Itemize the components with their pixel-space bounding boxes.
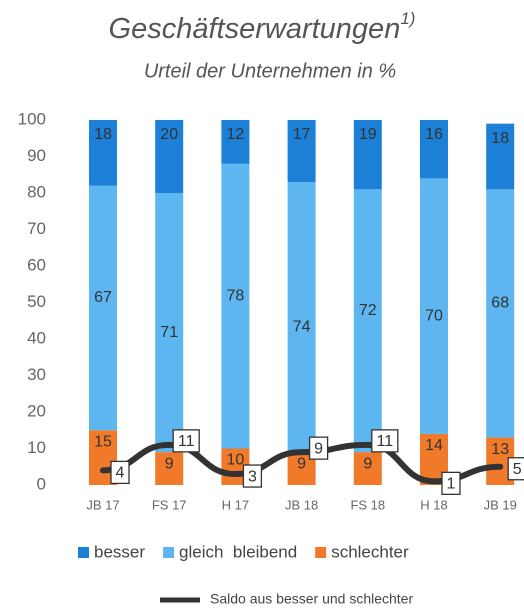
y-tick-label: 60 [27, 255, 46, 274]
bar-segment [486, 189, 515, 438]
value-label: 9 [363, 455, 372, 472]
value-box [308, 436, 329, 460]
x-tick-label: FS 17 [152, 497, 187, 512]
legend-swatch [163, 547, 175, 558]
bar-segment [89, 185, 117, 431]
legend-label: Saldo aus besser und schlechter [210, 591, 413, 607]
bar-segment [89, 120, 117, 186]
chart-title: Geschäftserwartungen1) [109, 9, 416, 44]
value-label: 13 [491, 441, 509, 458]
value-label: 9 [165, 455, 174, 472]
value-label: 78 [227, 287, 245, 304]
line-value-label: 1 [447, 476, 456, 493]
bar-segment [287, 182, 316, 453]
y-tick-label: 30 [27, 365, 46, 384]
bar-segment [353, 452, 382, 485]
value-label: 18 [491, 130, 509, 147]
line-value-label: 5 [513, 461, 522, 478]
value-label: 18 [94, 126, 112, 143]
legend-swatch [315, 547, 327, 558]
value-box [242, 464, 263, 488]
bar-segment [486, 123, 515, 190]
legend-swatch [78, 547, 89, 558]
bar-segment [420, 120, 448, 179]
line-value-label: 11 [178, 433, 195, 450]
legend-label: besser [94, 542, 145, 561]
bar-segment [353, 120, 382, 190]
legend-label: schlechter [331, 542, 409, 561]
value-label: 12 [227, 126, 245, 143]
value-label: 71 [160, 324, 178, 341]
value-label: 70 [425, 307, 443, 324]
value-label: 10 [227, 452, 245, 469]
legend-label: gleich bleibend [179, 542, 297, 561]
value-label: 67 [94, 289, 112, 306]
line-series [100, 441, 504, 485]
x-tick-label: H 17 [222, 497, 249, 512]
x-tick-label: JB 19 [484, 497, 517, 512]
title-footnote: 1) [400, 9, 415, 28]
x-tick-label: JB 17 [86, 497, 119, 512]
line-value-label: 3 [248, 468, 257, 485]
value-label: 72 [359, 302, 377, 319]
x-tick-label: JB 18 [285, 497, 318, 512]
value-label: 14 [425, 437, 443, 454]
y-tick-label: 10 [27, 438, 46, 457]
x-tick-label: FS 18 [350, 497, 385, 512]
bar-segment [155, 120, 184, 193]
y-tick-label: 90 [27, 146, 46, 165]
value-box [507, 457, 524, 481]
y-tick-label: 100 [18, 109, 46, 128]
x-tick-label: H 18 [420, 497, 447, 512]
bar-segment [221, 163, 250, 449]
title-text: Geschäftserwartungen [109, 13, 401, 45]
value-label: 17 [293, 126, 311, 143]
line-value-label: 9 [314, 440, 323, 457]
y-tick-label: 20 [27, 401, 46, 420]
value-box [172, 429, 200, 453]
value-label: 19 [359, 126, 377, 143]
value-label: 68 [491, 295, 509, 312]
value-label: 20 [160, 126, 178, 143]
value-label: 9 [297, 455, 306, 472]
bar-segment [155, 452, 184, 485]
y-tick-label: 80 [27, 182, 46, 201]
value-label: 16 [425, 126, 443, 143]
bar-segment [221, 120, 250, 164]
y-tick-label: 0 [37, 474, 46, 493]
value-label: 15 [94, 433, 112, 450]
value-box [441, 471, 461, 496]
value-box [371, 429, 399, 453]
bar-segment [420, 178, 448, 434]
bar-segment [155, 193, 184, 453]
y-tick-label: 50 [27, 292, 46, 311]
value-label: 74 [293, 318, 311, 335]
value-box [110, 460, 130, 485]
y-tick-label: 70 [27, 219, 46, 238]
chart-subtitle: Urteil der Unternehmen in % [144, 60, 396, 82]
line-value-label: 11 [376, 433, 393, 450]
y-tick-label: 40 [27, 328, 46, 347]
line-value-label: 4 [116, 465, 125, 482]
bar-segment [287, 120, 316, 183]
bar-segment [353, 189, 382, 453]
